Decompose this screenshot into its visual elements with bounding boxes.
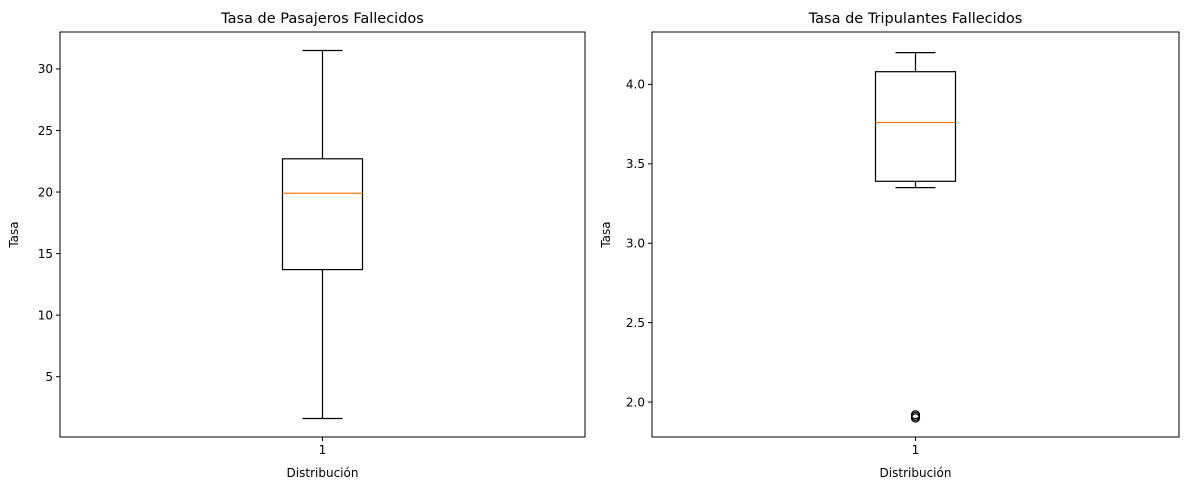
x-axis-label: Distribución — [880, 466, 952, 480]
chart-panel-2: Tasa de Tripulantes Fallecidos 2.0 2.5 3.0 3… — [599, 11, 1180, 480]
y-tick-label: 3.5 — [626, 157, 645, 171]
plot-frame — [651, 31, 1180, 438]
y-tick-label: 4.0 — [626, 78, 645, 92]
y-axis-label: Tasa — [7, 221, 21, 248]
chart-title: Tasa de Pasajeros Fallecidos — [220, 11, 424, 27]
x-tick-label: 1 — [319, 443, 327, 457]
outlier-point — [910, 410, 921, 420]
box-iqr — [281, 158, 364, 271]
y-tick-label: 15 — [38, 247, 53, 261]
y-tick-label: 25 — [38, 124, 53, 138]
chart-panel-1: Tasa de Pasajeros Fallecidos 5 10 15 20 25 30 1… — [7, 11, 586, 480]
chart-title: Tasa de Tripulantes Fallecidos — [808, 11, 1023, 27]
y-tick-label: 5 — [45, 370, 53, 384]
box-iqr — [874, 71, 957, 182]
y-tick-label: 3.0 — [626, 237, 645, 251]
y-tick-label: 10 — [38, 308, 53, 322]
x-tick-label: 1 — [912, 443, 920, 457]
y-tick-label: 30 — [38, 62, 53, 76]
y-tick-label: 20 — [38, 185, 53, 199]
y-tick-label: 2.0 — [626, 395, 645, 409]
y-tick-label: 2.5 — [626, 316, 645, 330]
y-axis-label: Tasa — [599, 221, 613, 248]
x-axis-label: Distribución — [287, 466, 359, 480]
